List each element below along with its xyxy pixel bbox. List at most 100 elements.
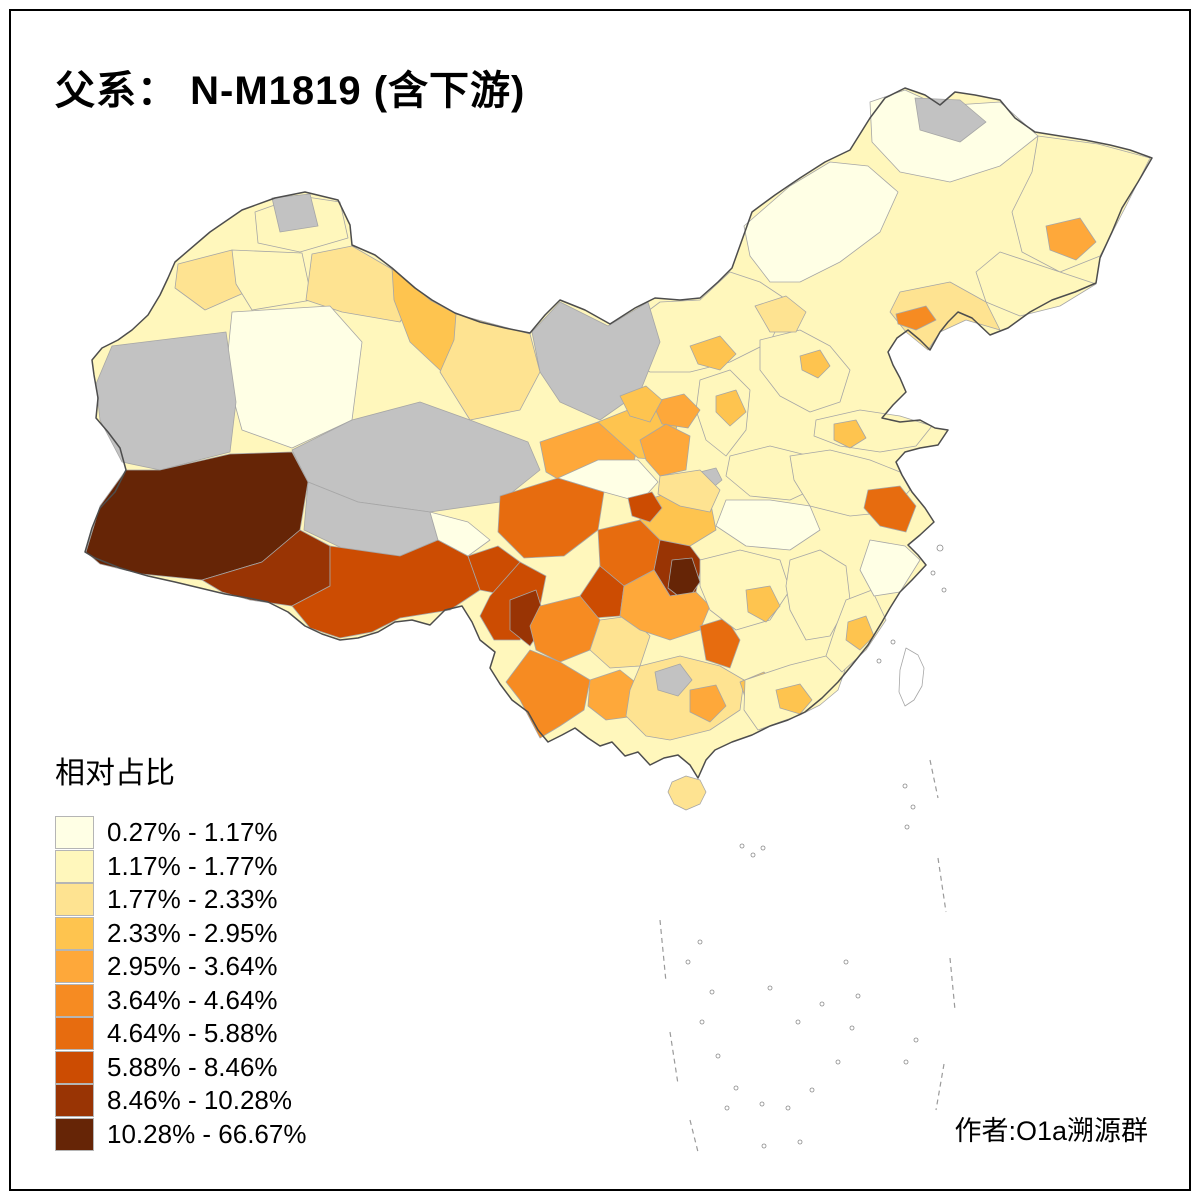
map-region-chongqing-darkest: [667, 557, 701, 603]
map-region-ningxia: [619, 385, 663, 423]
map-region-guangxi-orange-patch: [689, 684, 727, 723]
small-island: [843, 959, 849, 965]
map-region-yanan-orange: [639, 423, 691, 477]
map-region-gray-patch-guangxi: [654, 663, 693, 697]
small-island: [809, 1087, 815, 1093]
small-island: [902, 783, 908, 789]
small-island: [797, 1139, 803, 1145]
legend-entries: 0.27% - 1.17% 1.17% - 1.77% 1.77% - 2.33% 2…: [55, 816, 306, 1151]
map-region-ne-gray-patch: [914, 97, 987, 143]
map-region-shanxi-orange-patch: [715, 389, 747, 427]
small-island: [913, 1037, 919, 1043]
legend-label: 10.28% - 66.67%: [107, 1118, 307, 1149]
map-region-yibin-dark: [579, 565, 625, 619]
small-island: [876, 658, 882, 664]
map-region-altay-gray-patch: [271, 193, 319, 233]
map-region-jinzhou-orange-strip: [895, 305, 937, 331]
legend: 相对占比 0.27% - 1.17% 1.17% - 1.77% 1.77% - 2…: [55, 748, 306, 1151]
map-region-hunan-orange-patch: [745, 585, 781, 623]
sea-boundary-dash: [949, 957, 956, 1011]
small-island: [795, 1019, 801, 1025]
small-island: [767, 985, 773, 991]
small-island: [910, 804, 916, 810]
map-title: 父系： N-M1819 (含下游): [55, 69, 526, 113]
legend-swatch: [55, 1117, 94, 1151]
map-region-jiangxi: [785, 549, 851, 641]
map-islands: [685, 544, 947, 1149]
small-island: [709, 989, 715, 995]
legend-swatch: [55, 1084, 94, 1118]
sea-boundary-dash: [689, 1119, 699, 1153]
map-region-hebei-north: [754, 295, 807, 333]
author-credit: 作者:O1a溯源群: [954, 1116, 1148, 1146]
legend-label: 1.17% - 1.77%: [107, 850, 278, 881]
small-island: [760, 845, 766, 851]
small-island: [750, 852, 756, 858]
map-region-mianyang-dark-patch: [627, 491, 663, 523]
map-region-hexi-corridor: [439, 313, 541, 421]
map-region-aba-cream: [557, 459, 659, 503]
map-region-tacheng: [231, 249, 313, 311]
map-region-guizhou: [619, 569, 711, 641]
map-national-outline: [84, 87, 1153, 779]
legend-title: 相对占比: [55, 757, 175, 790]
legend-row: 10.28% - 66.67%: [55, 1117, 307, 1152]
map-region-taiwan: [898, 647, 925, 707]
legend-row: 1.77% - 2.33%: [55, 883, 306, 917]
sea-boundary-dash: [669, 1031, 679, 1085]
map-region-kashgar-hotan-gray: [95, 331, 237, 471]
legend-row: 3.64% - 4.64%: [55, 983, 306, 1018]
small-island: [724, 1105, 730, 1111]
small-island: [849, 1025, 855, 1031]
small-island: [761, 1143, 767, 1149]
legend-label: 2.95% - 3.64%: [107, 951, 278, 982]
map-region-hainan: [667, 775, 707, 811]
legend-row: 2.33% - 2.95%: [55, 916, 306, 951]
legend-row: 4.64% - 5.88%: [55, 1017, 306, 1051]
map-region-yunnan-central: [529, 595, 601, 663]
sea-boundary-dash: [937, 857, 947, 913]
legend-row: 0.27% - 1.17%: [55, 816, 306, 850]
small-island: [715, 1053, 721, 1059]
legend-swatch: [55, 950, 94, 984]
legend-row: 2.95% - 3.64%: [55, 950, 306, 984]
small-island: [941, 587, 947, 593]
small-island: [785, 1105, 791, 1111]
map-region-fujian-orange-patch: [845, 615, 875, 651]
legend-swatch: [55, 983, 94, 1017]
small-island: [759, 1101, 765, 1107]
map-region-tibet-lhasa-cream: [429, 511, 491, 557]
map-region-jilin: [975, 251, 1097, 317]
map-region-shandong-orange-patch: [833, 419, 867, 449]
legend-swatch: [55, 849, 94, 883]
legend-swatch: [55, 816, 94, 850]
small-island: [936, 544, 944, 552]
small-island: [819, 1001, 825, 1007]
small-island: [739, 843, 745, 849]
map-region-jiamusi-orange: [1045, 217, 1097, 261]
legend-label: 2.33% - 2.95%: [107, 917, 278, 948]
map-region-jiangsu-orange-blob: [863, 485, 917, 533]
legend-label: 4.64% - 5.88%: [107, 1018, 278, 1049]
map-region-yulin-orange: [651, 393, 701, 429]
legend-label: 8.46% - 10.28%: [107, 1085, 293, 1116]
legend-row: 8.46% - 10.28%: [55, 1084, 306, 1118]
small-island: [903, 1059, 909, 1065]
legend-label: 1.77% - 2.33%: [107, 884, 278, 915]
legend-swatch: [55, 916, 94, 950]
map-region-shaanxi-south: [657, 469, 721, 513]
sea-boundary-dash: [929, 759, 939, 799]
small-island: [904, 824, 910, 830]
legend-swatch: [55, 883, 94, 917]
legend-row: 5.88% - 8.46%: [55, 1050, 306, 1085]
map-dash-line: [659, 759, 956, 1153]
map-region-ili-west: [174, 249, 247, 311]
map-region-hubei: [715, 499, 821, 551]
small-island: [930, 570, 936, 576]
legend-label: 3.64% - 4.64%: [107, 984, 278, 1015]
small-island: [697, 939, 703, 945]
map-region-guangdong-orange-patch: [775, 683, 813, 715]
sea-boundary-dash: [659, 919, 667, 983]
small-island: [733, 1085, 739, 1091]
